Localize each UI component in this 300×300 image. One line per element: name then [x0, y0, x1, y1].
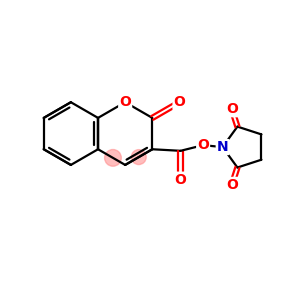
Text: O: O	[197, 138, 209, 152]
Text: O: O	[226, 102, 238, 116]
Text: N: N	[217, 140, 228, 154]
Text: O: O	[119, 95, 131, 109]
Text: O: O	[173, 95, 185, 109]
Circle shape	[105, 149, 121, 166]
Text: O: O	[226, 178, 238, 192]
Circle shape	[131, 150, 146, 165]
Text: O: O	[175, 173, 187, 187]
